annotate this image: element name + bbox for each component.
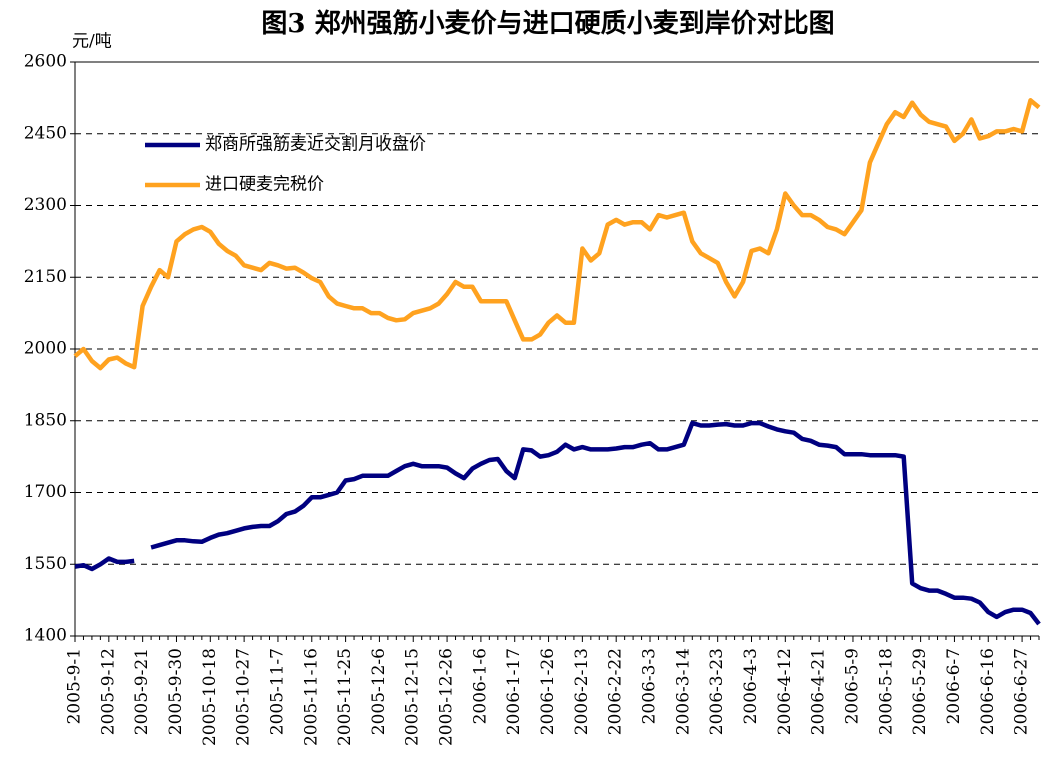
legend-label: 进口硬麦完税价 <box>205 175 324 195</box>
x-tick-label: 2005-9-21 <box>132 648 152 735</box>
y-tick-label: 2600 <box>24 52 67 72</box>
chart-title: 图3 郑州强筋小麦价与进口硬质小麦到岸价对比图 <box>261 8 834 39</box>
y-tick-label: 1850 <box>24 410 67 430</box>
x-tick-label: 2005-9-30 <box>166 648 186 735</box>
x-tick-label: 2006-6-27 <box>1012 648 1032 735</box>
legend-label: 郑商所强筋麦近交割月收盘价 <box>205 135 426 155</box>
y-tick-label: 1700 <box>24 482 67 502</box>
x-tick-label: 2005-10-27 <box>234 648 254 746</box>
y-tick-label: 2000 <box>24 339 67 359</box>
x-tick-label: 2005-11-16 <box>301 648 321 746</box>
y-axis-label: 元/吨 <box>72 32 112 52</box>
y-tick-label: 2450 <box>24 123 67 143</box>
y-tick-label: 2150 <box>24 267 67 287</box>
x-tick-label: 2005-12-26 <box>437 648 457 746</box>
x-tick-label: 2006-3-23 <box>707 648 727 735</box>
x-tick-label: 2006-5-9 <box>842 648 862 724</box>
x-tick-label: 2006-5-18 <box>876 648 896 735</box>
x-tick-label: 2006-4-21 <box>809 648 829 735</box>
y-tick-label: 1550 <box>24 554 67 574</box>
x-tick-label: 2005-9-12 <box>98 648 118 735</box>
x-tick-label: 2006-3-14 <box>673 648 693 735</box>
x-tick-label: 2006-4-3 <box>741 648 761 724</box>
x-tick-label: 2005-10-18 <box>200 648 220 746</box>
x-tick-label: 2006-6-16 <box>978 648 998 735</box>
y-tick-label: 1400 <box>24 626 67 646</box>
series-line <box>74 420 1041 626</box>
x-tick-label: 2006-2-13 <box>572 648 592 735</box>
x-tick-label: 2006-6-7 <box>944 648 964 724</box>
x-tick-label: 2005-12-15 <box>403 648 423 746</box>
x-tick-label: 2006-1-17 <box>504 648 524 735</box>
x-tick-label: 2005-12-6 <box>369 648 389 735</box>
x-tick-label: 2005-11-25 <box>335 648 355 746</box>
y-tick-label: 2300 <box>24 195 67 215</box>
x-tick-label: 2006-4-12 <box>775 648 795 735</box>
series-line <box>73 98 1041 371</box>
x-tick-label: 2006-1-26 <box>538 648 558 735</box>
x-tick-label: 2006-5-29 <box>910 648 930 735</box>
x-tick-label: 2006-3-3 <box>640 648 660 724</box>
x-tick-label: 2006-1-6 <box>470 648 490 724</box>
x-tick-label: 2005-11-7 <box>267 648 287 735</box>
x-tick-label: 2005-9-1 <box>65 648 85 724</box>
x-tick-label: 2006-2-22 <box>606 648 626 735</box>
